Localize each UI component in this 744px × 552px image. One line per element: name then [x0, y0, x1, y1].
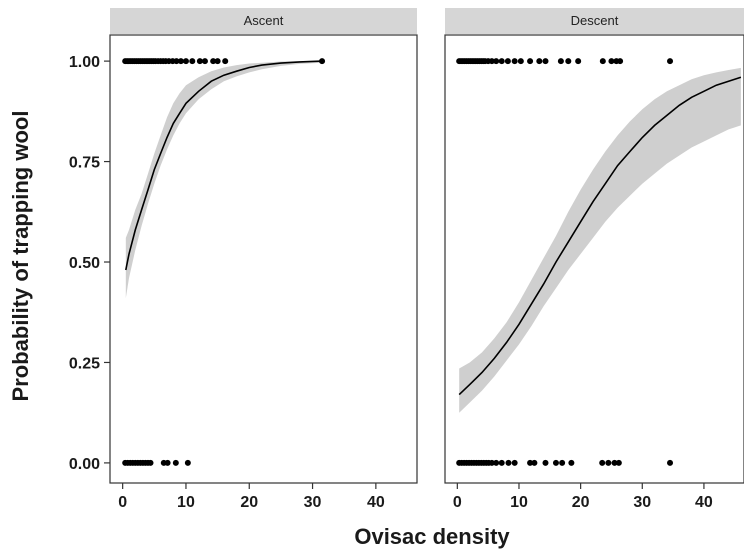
fitted-line: [125, 60, 323, 271]
data-point: [552, 459, 559, 466]
data-point: [617, 58, 624, 65]
data-point: [189, 58, 196, 65]
data-point: [511, 58, 518, 65]
data-point: [667, 58, 674, 65]
panel-content: [456, 58, 742, 466]
data-point: [164, 459, 171, 466]
data-point: [542, 58, 549, 65]
data-point: [542, 459, 549, 466]
panel-ascent: Ascent 0 10 20 30 40 0.00 0.25 0.50 0.75 1.00: [69, 8, 418, 511]
data-point: [517, 58, 524, 65]
x-tick-label: 20: [240, 494, 258, 511]
data-point: [536, 58, 543, 65]
strip-background: [445, 8, 744, 34]
strip-label: Ascent: [244, 13, 284, 28]
data-point: [493, 58, 500, 65]
data-point: [201, 58, 208, 65]
data-point: [210, 58, 217, 65]
data-point: [498, 459, 505, 466]
data-point: [605, 459, 612, 466]
y-tick-label: 1.00: [69, 54, 100, 71]
fitted-line: [458, 76, 742, 396]
x-tick-label: 0: [118, 494, 127, 511]
x-tick-label: 30: [633, 494, 651, 511]
data-point: [488, 58, 495, 65]
panel-border: [109, 34, 418, 484]
x-tick-label: 40: [367, 494, 385, 511]
data-point: [599, 58, 606, 65]
data-point: [527, 58, 534, 65]
data-point: [488, 459, 495, 466]
x-tick-label: 20: [572, 494, 590, 511]
data-point: [575, 58, 582, 65]
data-point: [493, 459, 500, 466]
data-point: [615, 459, 622, 466]
data-point: [505, 459, 512, 466]
data-point: [147, 459, 154, 466]
data-point: [319, 58, 326, 65]
data-point: [527, 459, 534, 466]
data-point: [565, 58, 572, 65]
data-point: [222, 58, 229, 65]
confidence-ribbon: [125, 61, 323, 299]
data-point: [184, 459, 191, 466]
x-tick-label: 10: [177, 494, 195, 511]
data-point: [568, 459, 575, 466]
y-tick-label: 0.00: [69, 456, 100, 473]
data-point: [559, 459, 566, 466]
data-point: [599, 459, 606, 466]
panel-content: [122, 58, 326, 466]
data-point: [531, 459, 538, 466]
data-point: [611, 459, 618, 466]
x-tick-label: 10: [510, 494, 528, 511]
data-point: [177, 58, 184, 65]
data-point: [667, 459, 674, 466]
confidence-ribbon: [459, 67, 741, 413]
data-point: [173, 58, 180, 65]
y-tick-label: 0.25: [69, 355, 100, 372]
x-tick-label: 0: [453, 494, 462, 511]
data-point: [504, 58, 511, 65]
data-point: [608, 58, 615, 65]
x-tick-label: 40: [695, 494, 713, 511]
x-tick-label: 30: [304, 494, 322, 511]
data-point: [498, 58, 505, 65]
data-point: [196, 58, 203, 65]
data-point: [557, 58, 564, 65]
strip-background: [110, 8, 417, 34]
data-point: [172, 459, 179, 466]
y-tick-label: 0.50: [69, 255, 100, 272]
panel-border: [444, 34, 744, 484]
data-point: [511, 459, 518, 466]
y-axis-title: Probability of trapping wool: [8, 111, 33, 402]
strip-label: Descent: [571, 13, 619, 28]
panels-layer: Ascent 0 10 20 30 40 0.00 0.25 0.50 0.75 1.00 Desce…: [69, 8, 744, 511]
panel-descent: Descent 0 10 20 30 40: [444, 8, 744, 511]
y-tick-label: 0.75: [69, 155, 100, 172]
data-point: [214, 58, 221, 65]
x-axis-title: Ovisac density: [354, 524, 510, 549]
data-point: [182, 58, 189, 65]
